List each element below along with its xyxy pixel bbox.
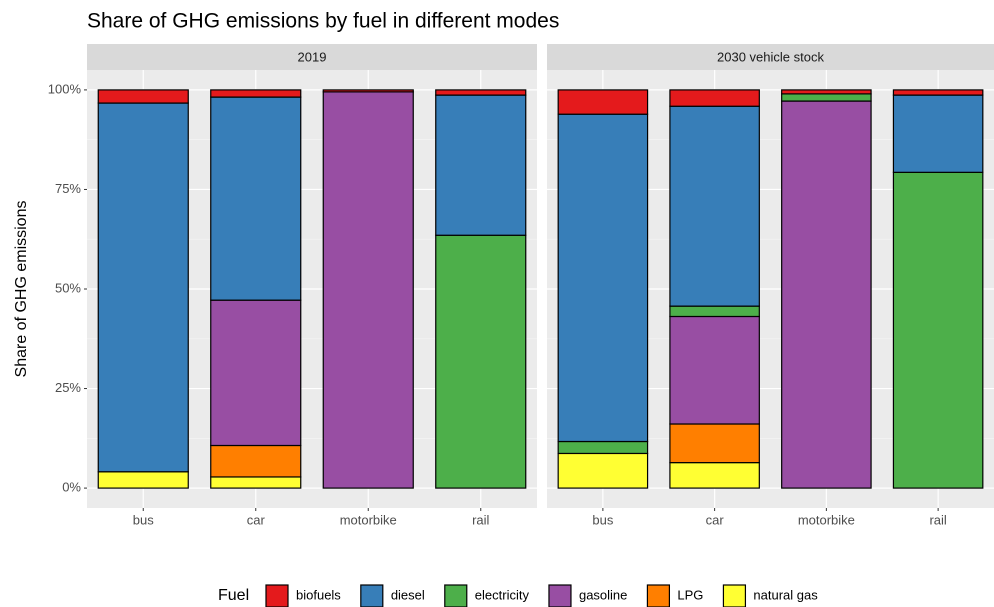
bar-segment xyxy=(669,423,760,464)
bar-segment xyxy=(210,444,302,478)
bar-segment xyxy=(210,96,302,301)
bar-segment xyxy=(892,171,984,489)
x-tick-label: car xyxy=(706,512,725,527)
facet-title: 2030 vehicle stock xyxy=(717,49,824,64)
bar-segment xyxy=(435,89,527,96)
bar-segment xyxy=(557,440,649,455)
y-tick-label: 25% xyxy=(55,380,81,395)
bar-segment xyxy=(97,471,189,489)
legend-key xyxy=(265,584,289,607)
bar-segment xyxy=(557,89,649,115)
x-tick-label: rail xyxy=(472,512,489,527)
x-tick-label: car xyxy=(247,512,266,527)
y-tick-label: 50% xyxy=(55,280,81,295)
bar-segment xyxy=(669,462,760,489)
y-tick-label: 100% xyxy=(48,81,82,96)
legend-label: biofuels xyxy=(296,587,341,602)
bar-segment xyxy=(557,452,649,489)
x-tick-label: motorbike xyxy=(798,512,855,527)
legend-key xyxy=(646,584,671,607)
legend-label: natural gas xyxy=(753,587,818,602)
bar-segment xyxy=(210,476,302,489)
chart-title: Share of GHG emissions by fuel in differ… xyxy=(87,10,559,33)
bar-segment xyxy=(97,102,189,473)
legend-key xyxy=(548,584,572,607)
bar-segment xyxy=(322,89,414,93)
bar-segment xyxy=(781,93,872,102)
bar-segment xyxy=(892,94,984,173)
bar-segment xyxy=(322,91,414,489)
legend-key xyxy=(722,584,747,607)
strip xyxy=(87,44,537,70)
bar-segment xyxy=(435,94,527,236)
legend-label: LPG xyxy=(677,587,703,602)
x-tick-label: rail xyxy=(929,512,946,527)
legend-label: gasoline xyxy=(579,587,627,602)
y-tick-label: 75% xyxy=(55,181,81,196)
y-tick-label: 0% xyxy=(62,480,81,495)
strip xyxy=(547,44,994,70)
facet-title: 2019 xyxy=(298,49,327,64)
bar-segment xyxy=(669,89,760,107)
legend-title: Fuel xyxy=(218,587,249,604)
bar-segment xyxy=(97,89,189,104)
legend-key xyxy=(444,584,468,607)
legend-label: electricity xyxy=(475,587,530,602)
bar-segment xyxy=(435,234,527,489)
bar-segment xyxy=(669,305,760,318)
bar-segment xyxy=(557,113,649,443)
x-tick-label: motorbike xyxy=(340,512,397,527)
bar-segment xyxy=(669,105,760,307)
x-tick-label: bus xyxy=(133,512,154,527)
bar-segment xyxy=(781,100,872,489)
legend-key xyxy=(360,584,384,607)
y-axis-label: Share of GHG emissions xyxy=(13,201,30,378)
bar-segment xyxy=(781,89,872,95)
legend-label: diesel xyxy=(391,587,425,602)
bar-segment xyxy=(210,89,302,98)
x-tick-label: bus xyxy=(592,512,613,527)
bar-segment xyxy=(669,315,760,425)
bar-segment xyxy=(210,299,302,447)
bar-segment xyxy=(892,89,984,96)
